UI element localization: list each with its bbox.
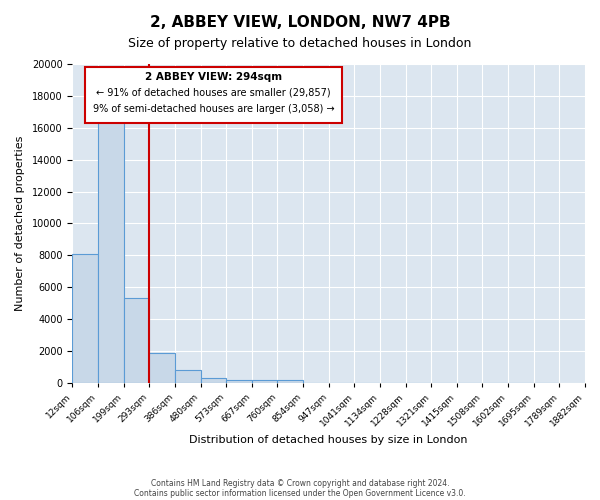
Bar	[124, 298, 149, 383]
Text: Contains public sector information licensed under the Open Government Licence v3: Contains public sector information licen…	[134, 488, 466, 498]
Text: 2 ABBEY VIEW: 294sqm: 2 ABBEY VIEW: 294sqm	[145, 72, 282, 82]
Text: 9% of semi-detached houses are larger (3,058) →: 9% of semi-detached houses are larger (3…	[92, 104, 334, 114]
Y-axis label: Number of detached properties: Number of detached properties	[15, 136, 25, 311]
Bar	[149, 352, 175, 383]
Text: Size of property relative to detached houses in London: Size of property relative to detached ho…	[128, 38, 472, 51]
Text: 2, ABBEY VIEW, LONDON, NW7 4PB: 2, ABBEY VIEW, LONDON, NW7 4PB	[149, 15, 451, 30]
Text: Contains HM Land Registry data © Crown copyright and database right 2024.: Contains HM Land Registry data © Crown c…	[151, 478, 449, 488]
FancyBboxPatch shape	[85, 67, 341, 123]
Bar	[175, 370, 200, 383]
Bar	[98, 118, 124, 383]
X-axis label: Distribution of detached houses by size in London: Distribution of detached houses by size …	[190, 435, 468, 445]
Bar	[200, 378, 226, 383]
Text: ← 91% of detached houses are smaller (29,857): ← 91% of detached houses are smaller (29…	[96, 88, 331, 98]
Bar	[252, 380, 277, 383]
Bar	[226, 380, 252, 383]
Bar	[73, 254, 98, 383]
Bar	[277, 380, 303, 383]
